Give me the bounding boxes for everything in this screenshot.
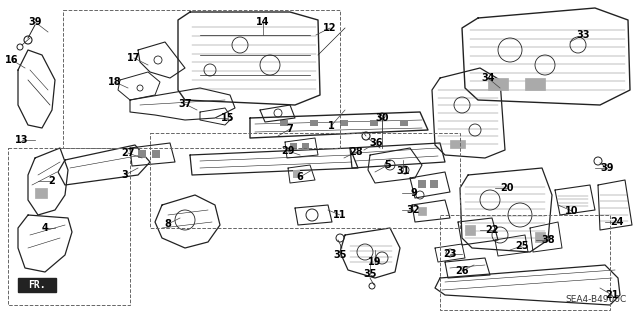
Text: 29: 29 [281, 146, 295, 156]
Text: 32: 32 [406, 205, 420, 215]
Bar [310, 120, 318, 126]
Bar [430, 180, 438, 188]
Text: 25: 25 [515, 241, 529, 251]
Bar [400, 120, 408, 126]
Bar [535, 232, 545, 242]
Text: 31: 31 [396, 166, 410, 176]
Text: 37: 37 [179, 99, 192, 109]
Text: 30: 30 [375, 113, 388, 123]
Text: 34: 34 [481, 73, 495, 83]
FancyBboxPatch shape [18, 278, 56, 292]
Text: 27: 27 [121, 148, 135, 158]
Text: 28: 28 [349, 147, 363, 157]
Text: 21: 21 [605, 290, 619, 300]
Text: 7: 7 [287, 124, 293, 134]
Bar [35, 188, 47, 198]
Text: 16: 16 [5, 55, 19, 65]
Text: SEA4-B4900C: SEA4-B4900C [565, 295, 627, 305]
Text: 39: 39 [600, 163, 614, 173]
Text: 22: 22 [485, 225, 499, 235]
Text: 33: 33 [576, 30, 589, 40]
Bar [465, 225, 475, 235]
Bar [370, 120, 378, 126]
Bar [150, 133, 460, 228]
Text: 9: 9 [411, 188, 417, 198]
Bar [418, 180, 426, 188]
Text: 12: 12 [323, 23, 337, 33]
Text: 38: 38 [541, 235, 555, 245]
Bar [290, 143, 297, 150]
Bar [152, 150, 160, 158]
Text: 11: 11 [333, 210, 347, 220]
Text: 35: 35 [364, 269, 377, 279]
Bar [8, 148, 130, 305]
Text: 19: 19 [368, 257, 381, 267]
Bar [450, 140, 465, 148]
Text: 18: 18 [108, 77, 122, 87]
Bar [340, 120, 348, 126]
Bar [293, 170, 300, 178]
Text: 35: 35 [333, 250, 347, 260]
Text: 8: 8 [164, 219, 172, 229]
Text: 24: 24 [611, 217, 624, 227]
Bar [440, 215, 610, 310]
Text: 26: 26 [455, 266, 468, 276]
Bar [418, 207, 426, 215]
Bar [525, 78, 545, 90]
Text: 13: 13 [15, 135, 29, 145]
Bar [280, 120, 288, 126]
Text: 1: 1 [328, 121, 334, 131]
Text: 15: 15 [221, 113, 235, 123]
Bar [63, 10, 340, 148]
Text: 6: 6 [296, 172, 303, 182]
Text: FR.: FR. [28, 280, 46, 290]
Text: 10: 10 [565, 206, 579, 216]
Text: 20: 20 [500, 183, 514, 193]
Text: 5: 5 [385, 160, 392, 170]
Text: 23: 23 [444, 249, 457, 259]
Text: 14: 14 [256, 17, 269, 27]
Text: 3: 3 [122, 170, 129, 180]
Text: 4: 4 [42, 223, 49, 233]
Text: 39: 39 [28, 17, 42, 27]
Text: 36: 36 [369, 138, 383, 148]
Bar [488, 78, 508, 90]
Text: 2: 2 [49, 176, 56, 186]
Text: 17: 17 [127, 53, 141, 63]
Bar [138, 150, 146, 158]
Bar [302, 143, 309, 150]
